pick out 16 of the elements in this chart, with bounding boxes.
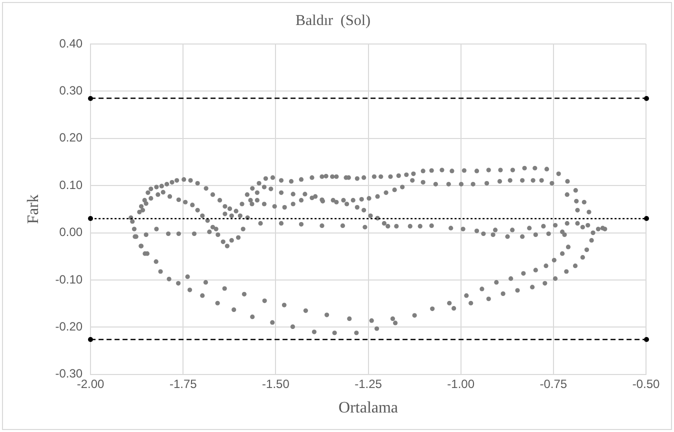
x-tick-label: -1.00 <box>447 376 475 391</box>
chart-title: Baldır (Sol) <box>296 12 370 29</box>
y-tick-label: -0.10 <box>55 272 83 286</box>
x-tick-label: -1.50 <box>262 376 290 391</box>
x-tick-label: -1.75 <box>169 376 198 391</box>
y-axis-title: Fark <box>24 194 42 224</box>
y-tick-label: 0.30 <box>59 84 83 98</box>
x-tick-label: -1.25 <box>354 376 382 391</box>
y-tick-label: 0.20 <box>59 130 83 145</box>
y-tick-label: -0.20 <box>55 320 83 334</box>
x-axis-title: Ortalama <box>338 400 398 417</box>
x-tick-label: -0.75 <box>540 376 568 391</box>
y-tick-label: 0.00 <box>59 225 83 240</box>
y-tick-label: 0.40 <box>59 36 83 50</box>
y-tick-label: 0.10 <box>59 178 83 192</box>
x-tick-label: -0.50 <box>632 376 660 391</box>
